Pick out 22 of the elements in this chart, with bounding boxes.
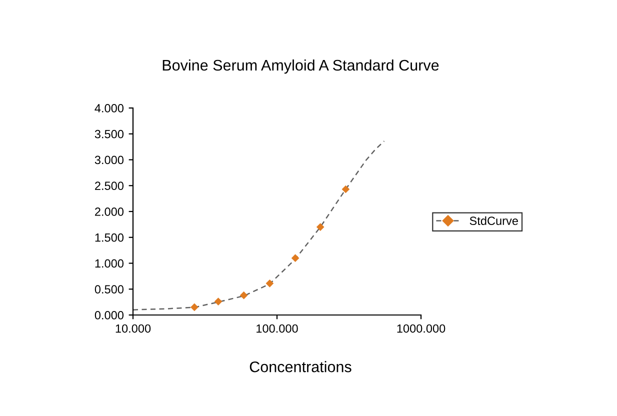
y-tick-label: 4.000 — [94, 104, 124, 112]
x-tick-label: 1000.000 — [397, 324, 446, 333]
y-tick-label: 0.500 — [94, 285, 124, 294]
point — [316, 223, 324, 231]
y-tick-label: 0.000 — [94, 311, 124, 320]
chart-title: Bovine Serum Amyloid A Standard Curve — [162, 59, 439, 74]
point — [190, 303, 198, 312]
point — [291, 254, 300, 262]
point — [342, 185, 350, 194]
x-tick-label: 100.000 — [256, 324, 298, 333]
y-tick-label: 3.500 — [94, 130, 124, 138]
point — [266, 280, 274, 288]
x-tick-label: 10.000 — [116, 324, 151, 333]
x-axis-title: Concentrations — [250, 361, 352, 372]
y-tick-label: 2.500 — [95, 182, 124, 190]
y-tick-label: 3.000 — [94, 156, 124, 164]
y-tick-label: 2.000 — [95, 208, 124, 216]
y-tick-label: 1.500 — [95, 233, 124, 242]
y-tick-label: 1.000 — [95, 259, 124, 268]
point — [214, 298, 222, 306]
legend-label: StdCurve — [470, 216, 518, 226]
point — [240, 291, 248, 300]
